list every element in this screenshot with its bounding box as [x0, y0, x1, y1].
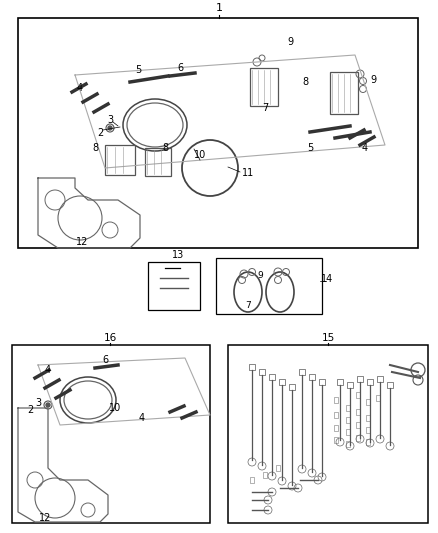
Text: 14: 14: [321, 274, 333, 284]
Bar: [330, 72, 358, 114]
Text: 6: 6: [102, 355, 108, 365]
Bar: [334, 412, 338, 418]
Text: 6: 6: [177, 63, 183, 73]
Bar: [309, 374, 315, 380]
Bar: [289, 384, 295, 390]
Bar: [356, 435, 360, 441]
Bar: [18, 18, 418, 248]
Text: 11: 11: [242, 168, 254, 178]
Bar: [366, 427, 370, 433]
Text: 8: 8: [162, 143, 168, 153]
Text: 15: 15: [321, 333, 335, 343]
Bar: [319, 379, 325, 385]
Bar: [228, 345, 428, 523]
Text: 4: 4: [139, 413, 145, 423]
Bar: [263, 472, 267, 478]
Text: 7: 7: [245, 302, 251, 311]
Circle shape: [46, 403, 50, 407]
Text: 2: 2: [97, 128, 103, 138]
Bar: [356, 392, 360, 398]
Text: 1: 1: [215, 3, 223, 13]
Text: 8: 8: [302, 77, 308, 87]
Text: 9: 9: [287, 37, 293, 47]
Bar: [334, 425, 338, 431]
Text: 5: 5: [307, 143, 313, 153]
Bar: [346, 429, 350, 435]
Bar: [279, 379, 285, 385]
Bar: [366, 439, 370, 445]
Text: 3: 3: [35, 398, 41, 408]
Bar: [105, 145, 135, 175]
Bar: [276, 465, 280, 471]
Bar: [356, 422, 360, 428]
Text: 12: 12: [39, 513, 51, 523]
Bar: [387, 382, 393, 388]
Bar: [299, 369, 305, 375]
Bar: [347, 382, 353, 388]
Bar: [334, 397, 338, 403]
Text: 4: 4: [362, 143, 368, 153]
Bar: [250, 68, 278, 106]
Bar: [346, 405, 350, 411]
Text: 16: 16: [103, 333, 117, 343]
Bar: [366, 415, 370, 421]
Bar: [356, 409, 360, 415]
Text: 12: 12: [76, 237, 88, 247]
Text: 4: 4: [77, 83, 83, 93]
Bar: [145, 148, 171, 176]
Bar: [337, 379, 343, 385]
Text: 8: 8: [92, 143, 98, 153]
Bar: [346, 417, 350, 423]
Bar: [346, 441, 350, 447]
Text: 7: 7: [262, 103, 268, 113]
Text: 2: 2: [27, 405, 33, 415]
Bar: [249, 364, 255, 370]
Text: 10: 10: [194, 150, 206, 160]
Bar: [377, 376, 383, 382]
Bar: [334, 437, 338, 443]
Bar: [250, 477, 254, 483]
Bar: [367, 379, 373, 385]
Bar: [269, 374, 275, 380]
Text: 3: 3: [107, 115, 113, 125]
Circle shape: [108, 126, 112, 130]
Text: 5: 5: [135, 65, 141, 75]
Bar: [357, 376, 363, 382]
Bar: [12, 345, 210, 523]
Bar: [216, 258, 322, 314]
Text: 10: 10: [109, 403, 121, 413]
Bar: [148, 262, 200, 310]
Bar: [366, 399, 370, 405]
Text: 9: 9: [257, 271, 263, 279]
Bar: [259, 369, 265, 375]
Bar: [376, 395, 380, 401]
Text: 13: 13: [172, 250, 184, 260]
Text: 4: 4: [45, 365, 51, 375]
Text: 9: 9: [370, 75, 376, 85]
